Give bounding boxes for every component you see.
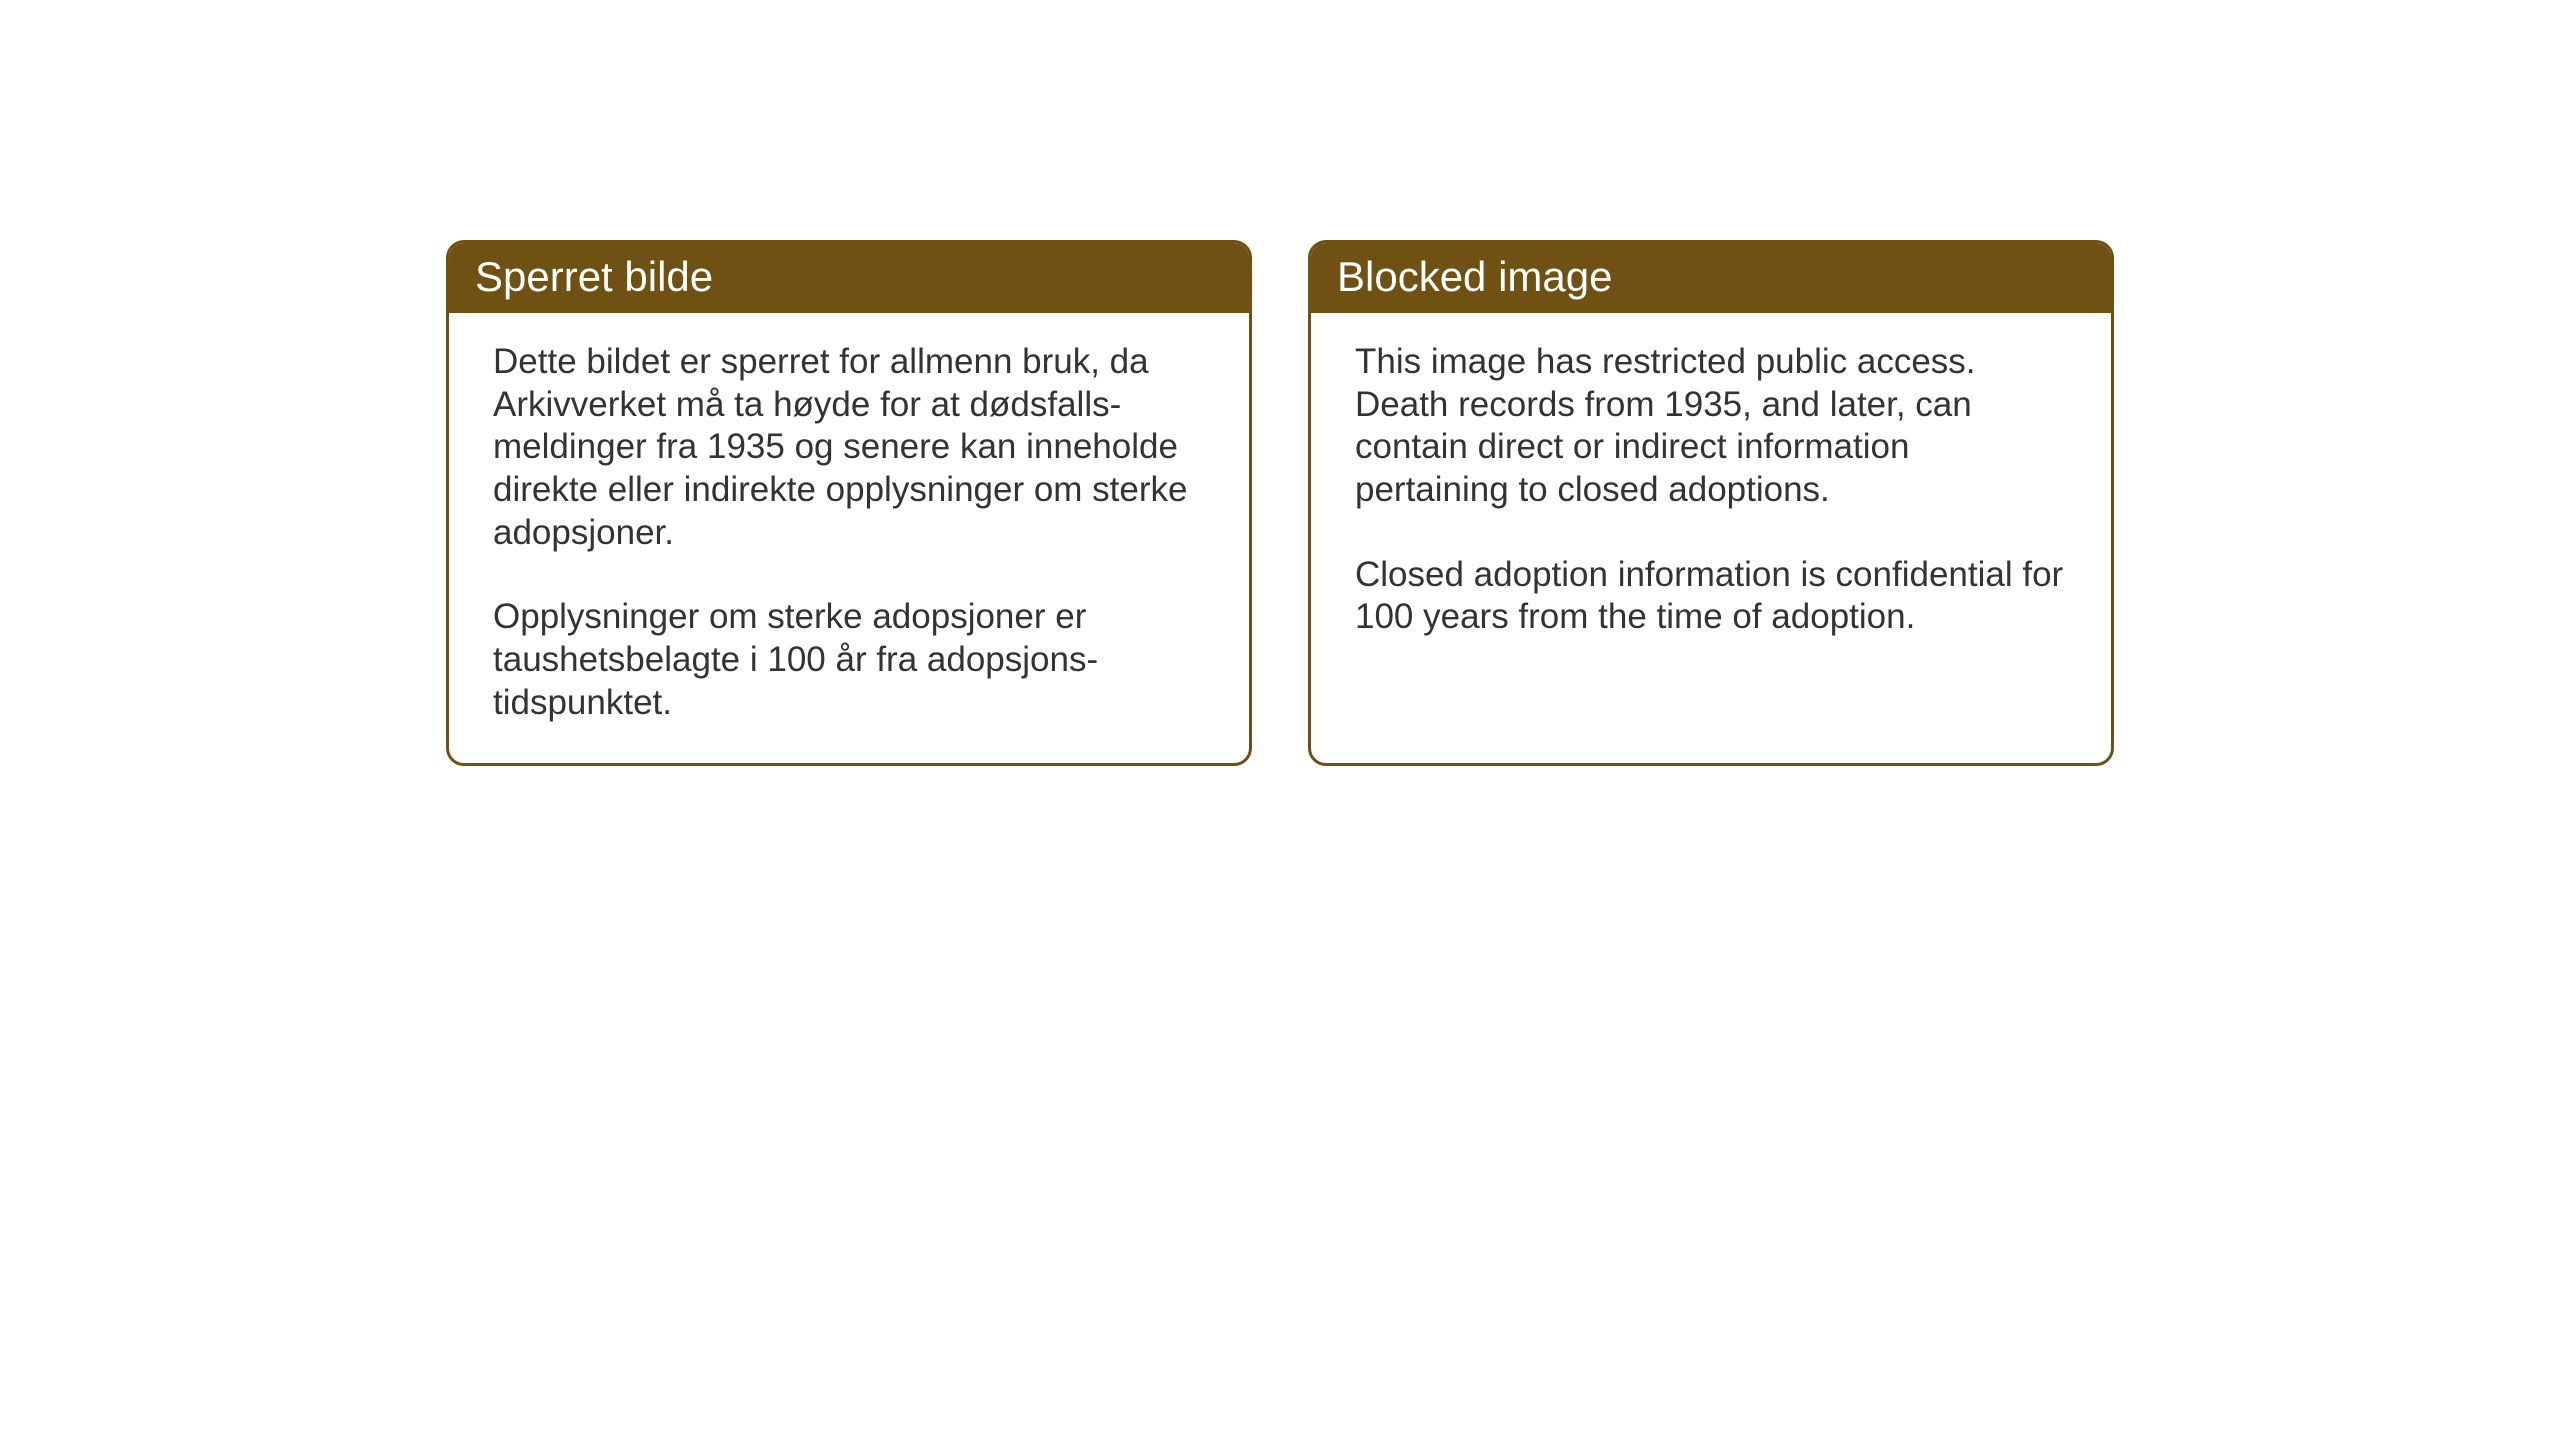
card-norwegian-body: Dette bildet er sperret for allmenn bruk…	[449, 313, 1249, 763]
card-norwegian-paragraph1: Dette bildet er sperret for allmenn bruk…	[493, 341, 1205, 554]
card-english: Blocked image This image has restricted …	[1308, 240, 2114, 766]
card-english-header: Blocked image	[1311, 243, 2111, 313]
card-english-paragraph2: Closed adoption information is confident…	[1355, 554, 2067, 639]
card-norwegian: Sperret bilde Dette bildet er sperret fo…	[446, 240, 1252, 766]
card-english-body: This image has restricted public access.…	[1311, 313, 2111, 677]
cards-container: Sperret bilde Dette bildet er sperret fo…	[446, 240, 2114, 766]
card-english-paragraph1: This image has restricted public access.…	[1355, 341, 2067, 512]
card-norwegian-paragraph2: Opplysninger om sterke adopsjoner er tau…	[493, 596, 1205, 724]
card-norwegian-header: Sperret bilde	[449, 243, 1249, 313]
